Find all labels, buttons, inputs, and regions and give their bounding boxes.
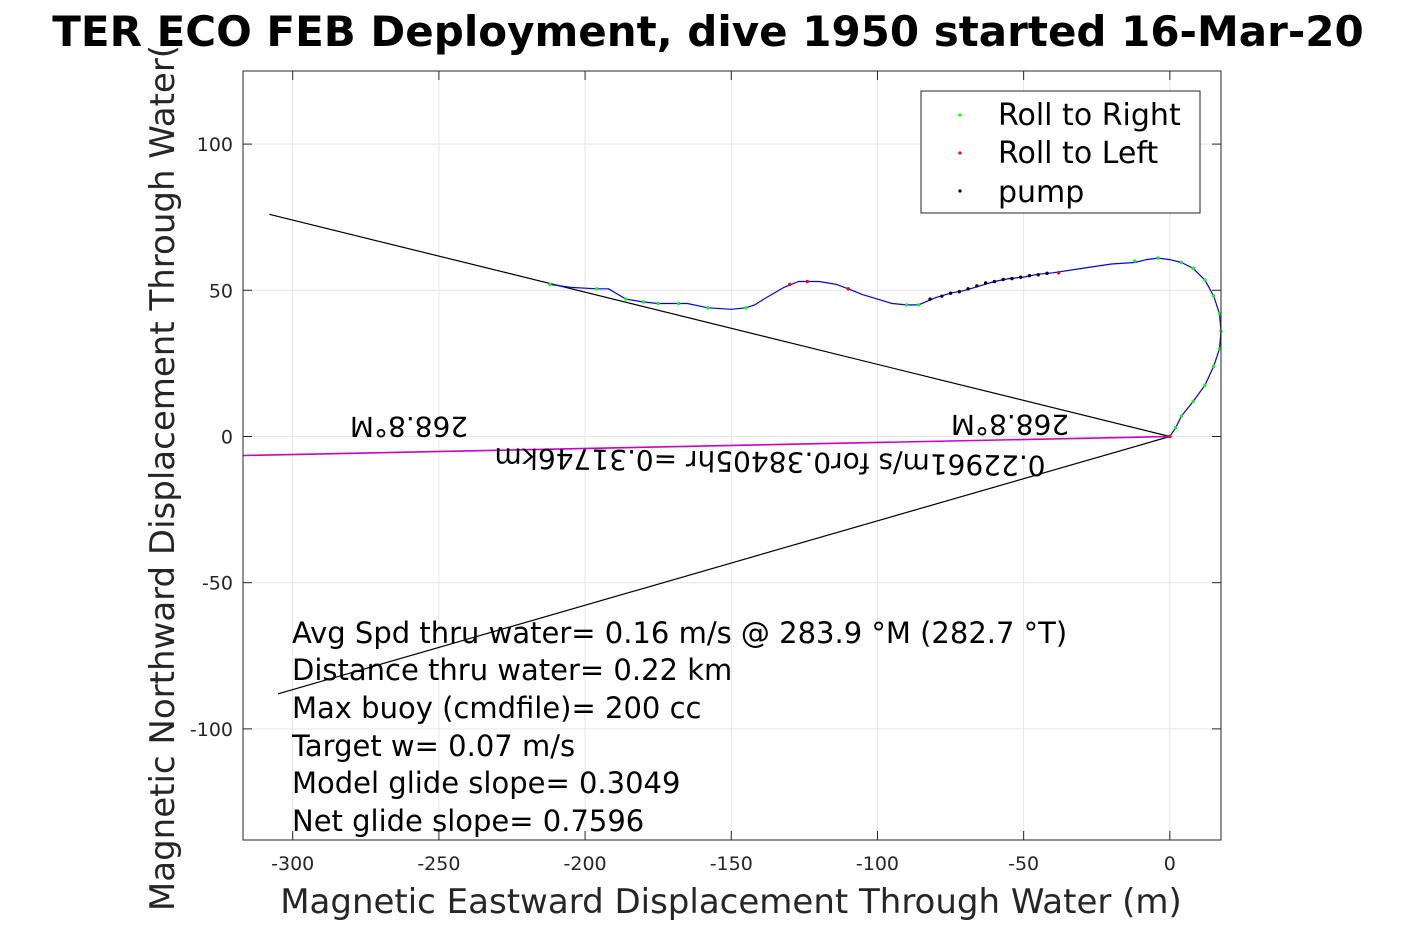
legend-marker-roll-left — [958, 151, 962, 155]
x-tick-label: -300 — [271, 853, 314, 875]
annotation-distance: Distance thru water= 0.22 km — [292, 653, 732, 687]
roll-right-marker — [624, 297, 628, 301]
pump-marker — [983, 281, 988, 285]
x-tick-label: 0 — [1164, 853, 1176, 875]
roll-left-marker — [1168, 434, 1172, 439]
legend: Roll to Right Roll to Left pump — [920, 90, 1201, 214]
roll-right-marker — [1211, 364, 1216, 369]
pump-marker — [1019, 275, 1023, 279]
heading-label-far: 268.8°M — [350, 410, 468, 443]
pump-marker — [928, 297, 932, 301]
x-axis-ticks: -300 -250 -200 -150 -100 -50 0 — [271, 71, 1176, 875]
pump-marker — [975, 284, 979, 288]
pump-marker — [1045, 271, 1049, 276]
roll-left-marker — [1057, 271, 1061, 275]
annotation-max-buoy: Max buoy (cmdfile)= 200 cc — [292, 691, 701, 725]
legend-label-roll-right: Roll to Right — [998, 98, 1181, 133]
x-tick-label: -250 — [417, 853, 460, 875]
track-markers — [548, 256, 1223, 439]
x-tick-label: -200 — [564, 853, 607, 875]
x-tick-label: -100 — [856, 853, 899, 875]
roll-right-marker — [1217, 311, 1222, 316]
roll-right-marker — [656, 301, 660, 306]
annotation-avg-speed: Avg Spd thru water= 0.16 m/s @ 283.9 °M … — [292, 616, 1067, 650]
pump-marker — [1001, 277, 1005, 282]
y-tick-label: 0 — [221, 426, 233, 448]
legend-label-pump: pump — [998, 175, 1084, 210]
roll-left-marker — [846, 287, 850, 291]
chart-title: TER ECO FEB Deployment, dive 1950 starte… — [52, 7, 1363, 56]
y-tick-label: -50 — [202, 573, 233, 595]
plot-frame — [242, 70, 1222, 841]
roll-right-marker — [595, 287, 599, 291]
legend-marker-pump — [958, 189, 962, 193]
pump-marker — [992, 279, 997, 284]
legend-box — [920, 90, 1201, 214]
roll-right-marker — [676, 301, 681, 306]
roll-right-marker — [1179, 260, 1184, 265]
bound-line — [269, 213, 1170, 438]
y-axis-label: Magnetic Northward Displacement Through … — [143, 45, 183, 911]
speed-summary-label: 0.22961m/s for0.38405hr =0.31746km — [494, 441, 1046, 482]
grid — [243, 71, 1221, 840]
roll-right-marker — [641, 300, 646, 304]
pump-marker — [1010, 276, 1014, 281]
roll-right-marker — [1217, 347, 1222, 351]
heading-line — [242, 435, 1170, 457]
roll-right-marker — [916, 303, 921, 307]
roll-right-marker — [1203, 383, 1207, 388]
x-axis-label: Magnetic Eastward Displacement Through W… — [280, 882, 1182, 922]
roll-right-marker — [1173, 426, 1178, 430]
annotation-target-w: Target w= 0.07 m/s — [291, 729, 575, 763]
pump-marker — [1027, 273, 1032, 278]
y-tick-label: 50 — [209, 280, 233, 302]
roll-right-marker — [1133, 259, 1137, 263]
annotation-net-glide: Net glide slope= 0.7596 — [292, 804, 644, 838]
pump-marker — [940, 294, 944, 298]
pump-marker — [957, 290, 962, 294]
legend-label-roll-left: Roll to Left — [998, 136, 1158, 171]
roll-right-marker — [1203, 278, 1207, 282]
legend-marker-roll-right — [958, 113, 962, 117]
y-tick-label: 100 — [197, 134, 233, 156]
x-tick-label: -50 — [1008, 853, 1039, 875]
x-tick-label: -150 — [710, 853, 753, 875]
reference-lines — [242, 213, 1171, 695]
pump-marker — [948, 291, 953, 295]
roll-right-marker — [1211, 294, 1216, 298]
roll-right-marker — [548, 282, 552, 287]
roll-right-marker — [1179, 414, 1184, 418]
pump-marker — [966, 287, 970, 291]
y-axis-ticks: 100 50 0 -50 -100 — [190, 134, 1221, 741]
heading-label-near: 268.8°M — [951, 408, 1069, 441]
pump-marker — [1036, 273, 1040, 277]
bound-line — [277, 435, 1171, 695]
roll-right-marker — [1191, 266, 1195, 271]
roll-right-marker — [1191, 399, 1195, 404]
y-tick-label: -100 — [190, 719, 233, 741]
roll-right-marker — [904, 303, 909, 307]
roll-left-marker — [805, 279, 809, 284]
roll-left-marker — [788, 282, 792, 287]
roll-right-marker — [1156, 256, 1160, 260]
annotation-model-glide: Model glide slope= 0.3049 — [292, 766, 680, 800]
roll-right-marker — [744, 306, 748, 310]
roll-right-marker — [706, 306, 710, 310]
